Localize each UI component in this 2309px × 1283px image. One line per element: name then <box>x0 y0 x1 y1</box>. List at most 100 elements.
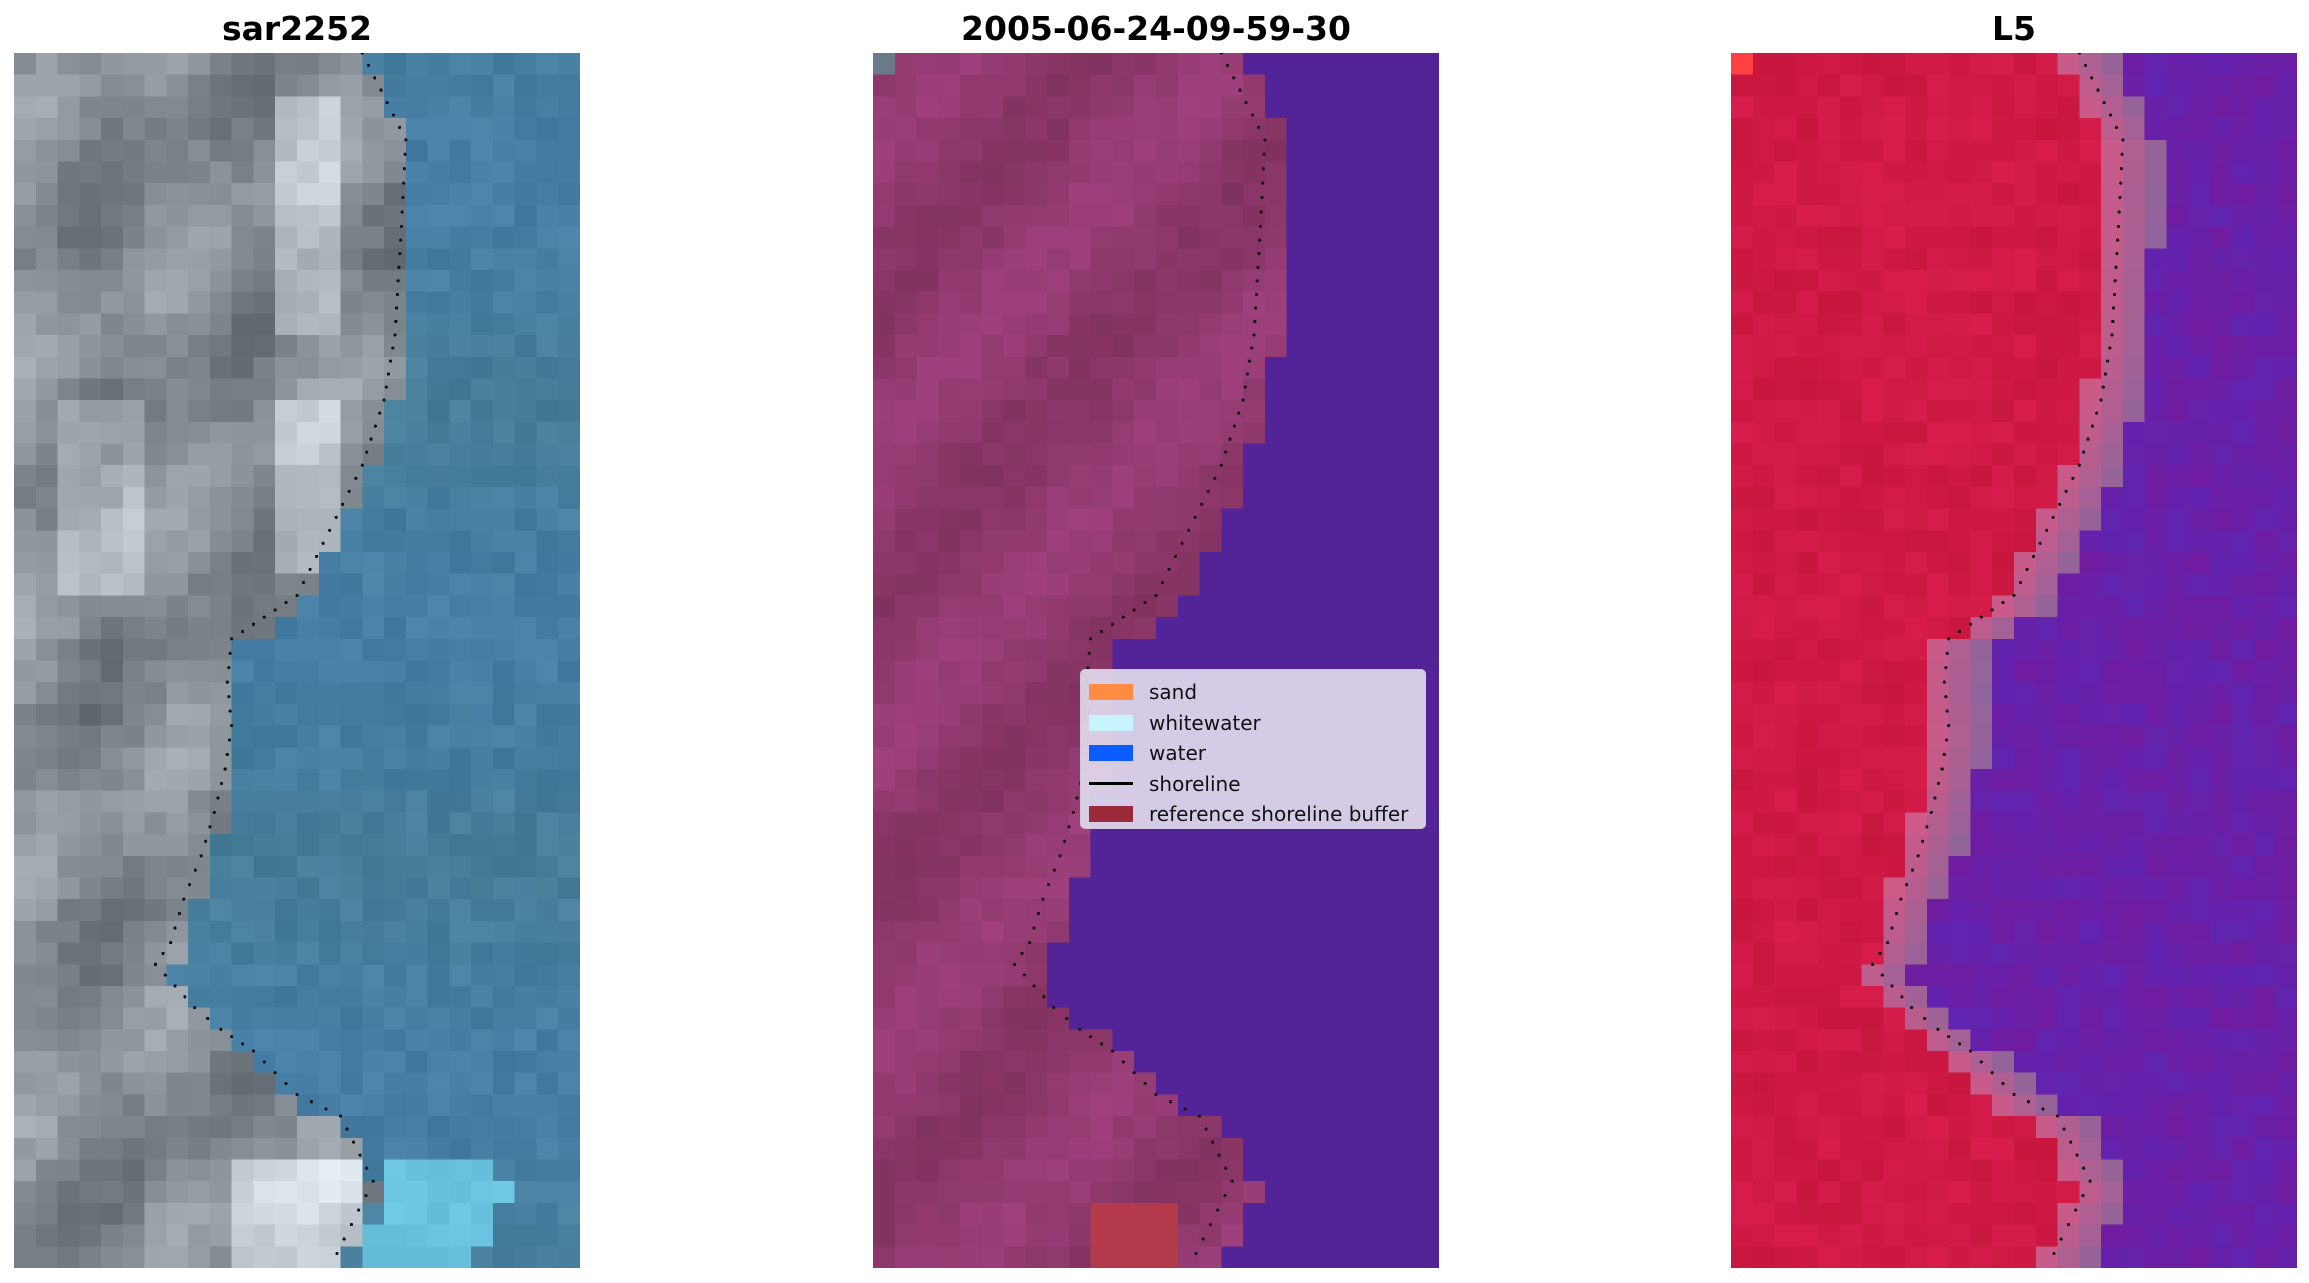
index-pixel <box>2014 226 2037 249</box>
rgb-pixel <box>122 768 146 792</box>
index-pixel <box>2035 248 2059 271</box>
rgb-pixel <box>14 1202 37 1226</box>
index-pixel <box>1752 204 1776 228</box>
classified-pixel <box>1221 1072 1244 1096</box>
index-pixel <box>2253 855 2276 879</box>
rgb-pixel <box>558 985 580 1009</box>
classified-pixel <box>1286 877 1309 900</box>
rgb-pixel <box>14 1051 37 1074</box>
rgb-pixel <box>449 790 472 813</box>
rgb-pixel <box>79 768 102 792</box>
rgb-pixel <box>362 421 385 445</box>
classified-pixel <box>1025 1072 1048 1096</box>
index-pixel <box>2122 53 2146 76</box>
rgb-pixel <box>318 920 342 944</box>
classified-pixel <box>1025 204 1048 228</box>
index-pixel <box>1796 768 1819 792</box>
index-pixel <box>1970 768 1993 792</box>
rgb-pixel <box>166 1007 189 1030</box>
rgb-pixel <box>362 964 385 987</box>
rgb-pixel <box>253 486 276 510</box>
index-pixel <box>2079 768 2102 792</box>
rgb-pixel <box>362 768 385 792</box>
index-pixel <box>2275 768 2297 792</box>
index-pixel <box>2101 790 2124 813</box>
index-pixel <box>1905 335 1928 358</box>
classified-pixel <box>1134 617 1157 640</box>
rgb-pixel <box>384 985 407 1009</box>
rgb-pixel <box>101 660 124 683</box>
classified-pixel <box>1373 1246 1397 1268</box>
index-pixel <box>1752 812 1776 835</box>
classified-pixel <box>916 855 939 879</box>
classified-pixel <box>960 486 983 510</box>
classified-pixel <box>1047 877 1070 900</box>
rgb-pixel <box>122 964 146 987</box>
rgb-pixel <box>297 269 320 293</box>
rgb-pixel <box>144 747 167 770</box>
classified-pixel <box>1221 964 1244 987</box>
classified-pixel <box>981 1159 1005 1182</box>
rgb-pixel <box>253 1137 276 1161</box>
rgb-pixel <box>275 1007 298 1030</box>
classified-pixel <box>1156 1202 1179 1226</box>
index-pixel <box>2122 443 2146 466</box>
classified-pixel <box>1068 1181 1092 1204</box>
index-pixel <box>2166 118 2189 141</box>
rgb-pixel <box>144 53 167 76</box>
index-pixel <box>1883 1072 1906 1096</box>
classified-pixel <box>1221 443 1244 466</box>
index-pixel <box>1796 1072 1819 1096</box>
classified-pixel <box>1221 1181 1244 1204</box>
classified-pixel <box>1112 1246 1135 1268</box>
rgb-pixel <box>122 552 146 575</box>
index-pixel <box>1839 1029 1863 1052</box>
classified-pixel <box>1047 1224 1070 1247</box>
classified-pixel <box>916 1007 939 1030</box>
index-pixel <box>2209 920 2233 944</box>
shoreline-point <box>230 637 234 641</box>
index-pixel <box>1883 920 1906 944</box>
index-pixel <box>1883 1116 1906 1139</box>
index-pixel <box>1926 1181 1950 1204</box>
index-pixel <box>2144 834 2167 857</box>
rgb-pixel <box>536 1202 559 1226</box>
classified-pixel <box>894 595 918 618</box>
rgb-pixel <box>122 617 146 640</box>
classified-pixel <box>960 421 983 445</box>
rgb-pixel <box>318 855 342 879</box>
rgb-pixel <box>427 725 450 748</box>
rgb-pixel <box>449 96 472 119</box>
rgb-pixel <box>427 1029 450 1052</box>
index-pixel <box>2275 96 2297 119</box>
rgb-pixel <box>188 834 211 857</box>
index-pixel <box>1818 812 1841 835</box>
classified-pixel <box>960 638 983 662</box>
classified-pixel <box>1221 508 1244 531</box>
rgb-pixel <box>14 248 37 271</box>
index-pixel <box>2275 443 2297 466</box>
classified-pixel <box>873 552 896 575</box>
classified-pixel <box>1003 443 1026 466</box>
legend-label: shoreline <box>1149 771 1241 796</box>
classified-pixel <box>1243 1181 1266 1204</box>
rgb-pixel <box>340 573 363 597</box>
shoreline-point <box>1032 984 1036 988</box>
index-pixel <box>2035 161 2059 184</box>
rgb-pixel <box>427 595 450 618</box>
shoreline-point <box>1261 181 1265 185</box>
index-pixel <box>1752 1051 1776 1074</box>
rgb-pixel <box>297 53 320 76</box>
rgb-pixel <box>166 465 189 488</box>
classified-pixel <box>1395 248 1418 271</box>
classified-pixel <box>1395 877 1418 900</box>
classified-pixel <box>1090 1202 1114 1226</box>
shoreline-point <box>1905 883 1909 887</box>
rgb-pixel <box>231 74 255 97</box>
index-pixel <box>2057 1051 2080 1074</box>
classified-pixel <box>1047 486 1070 510</box>
rgb-pixel <box>14 703 37 727</box>
rgb-pixel <box>209 335 233 358</box>
classified-pixel <box>1417 204 1439 228</box>
rgb-pixel <box>340 139 363 163</box>
